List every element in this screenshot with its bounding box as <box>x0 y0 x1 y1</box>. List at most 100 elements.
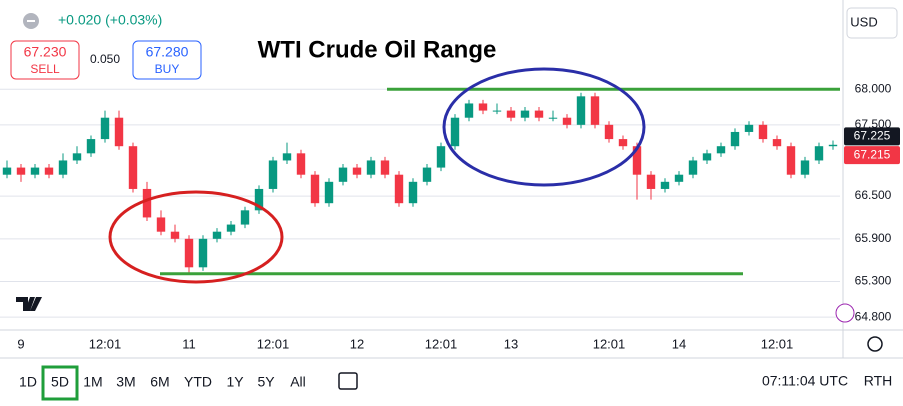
candle-body <box>772 139 782 147</box>
candle-body <box>688 160 698 175</box>
candle-body <box>142 188 152 218</box>
candle-body <box>226 224 236 232</box>
timeframe-selected <box>41 365 79 401</box>
timeframe-button[interactable]: 1Y <box>226 374 244 390</box>
candle-body <box>282 153 292 161</box>
range-low-ellipse <box>108 190 284 284</box>
y-tick-label: 65.300 <box>855 274 892 288</box>
candle-body <box>492 110 502 112</box>
timeframe-button[interactable]: 3M <box>116 374 135 390</box>
sell-price: 67.230 <box>24 44 67 60</box>
x-tick-label: 11 <box>182 336 196 351</box>
candle-body <box>366 160 376 175</box>
candle-body <box>268 160 278 189</box>
candle-body <box>408 181 418 204</box>
candle-body <box>2 167 12 175</box>
candle-body <box>702 153 712 161</box>
timeframe-button[interactable]: 1D <box>19 374 37 390</box>
candle-body <box>114 117 124 147</box>
timeframe-button[interactable]: All <box>290 374 306 390</box>
candle-body <box>800 160 810 175</box>
candle-body <box>324 181 334 204</box>
candle-body <box>534 110 544 118</box>
timeframe-button[interactable]: 5Y <box>257 374 275 390</box>
candle-body <box>394 174 404 204</box>
candle-body <box>100 117 110 140</box>
logo <box>16 297 42 311</box>
session[interactable]: RTH <box>864 373 893 389</box>
collapse-icon <box>27 20 35 22</box>
x-tick-label: 13 <box>504 336 518 351</box>
candle-body <box>184 238 194 268</box>
candle-body <box>520 110 530 118</box>
candle-body <box>380 160 390 175</box>
candle-body <box>674 174 684 182</box>
spread: 0.050 <box>90 52 120 66</box>
candle-body <box>632 146 642 175</box>
candle-body <box>730 131 740 147</box>
buy-label: BUY <box>155 62 180 76</box>
candle-body <box>744 124 754 132</box>
x-tick-label: 12:01 <box>425 336 458 351</box>
candle-body <box>814 146 824 161</box>
x-tick-label: 12:01 <box>257 336 290 351</box>
candle-body <box>296 153 306 175</box>
sell-button[interactable] <box>10 40 80 80</box>
buy-price: 67.280 <box>146 44 189 60</box>
x-tick-label: 9 <box>17 336 24 351</box>
candle-body <box>16 167 26 175</box>
candle-body <box>604 124 614 140</box>
candle-body <box>170 231 180 239</box>
candle-body <box>338 167 348 182</box>
candle-body <box>646 174 656 189</box>
timeframe-button[interactable]: YTD <box>184 374 212 390</box>
candle-body <box>310 174 320 204</box>
timeframe-button[interactable]: 5D <box>51 374 69 390</box>
y-tick-label: 68.000 <box>855 81 892 95</box>
x-tick-label: 14 <box>672 336 686 351</box>
settings-button[interactable] <box>867 336 883 352</box>
timeframe-button[interactable]: 6M <box>150 374 169 390</box>
candle-body <box>436 146 446 168</box>
x-tick-label: 12 <box>350 336 364 351</box>
price-label-box <box>844 146 900 165</box>
candle-body <box>758 124 768 140</box>
x-tick-label: 12:01 <box>761 336 794 351</box>
change-text: +0.020 (+0.03%) <box>58 12 162 28</box>
candle-body <box>240 210 250 225</box>
candle-body <box>86 139 96 154</box>
candle-body <box>352 167 362 175</box>
candle-body <box>548 117 558 119</box>
candle-body <box>506 110 516 118</box>
y-tick-label: 66.500 <box>855 188 892 202</box>
candle-body <box>464 103 474 118</box>
candle-body <box>716 146 726 154</box>
currency-button[interactable] <box>846 7 898 39</box>
timeframe-button[interactable]: 1M <box>83 374 102 390</box>
clock: 07:11:04 UTC <box>762 373 848 389</box>
chart-title: WTI Crude Oil Range <box>258 36 497 63</box>
candle-body <box>422 167 432 182</box>
price-label: 67.225 <box>854 129 891 143</box>
y-tick-label: 64.800 <box>855 309 892 323</box>
date-range-button[interactable] <box>338 372 358 390</box>
candle-body <box>128 146 138 189</box>
buy-button[interactable] <box>132 40 202 80</box>
candle-body <box>562 117 572 125</box>
candle-body <box>212 231 222 239</box>
y-tick-label: 65.900 <box>855 231 892 245</box>
candle-body <box>44 167 54 175</box>
candle-body <box>576 96 586 125</box>
price-label-box <box>844 127 900 146</box>
candle-body <box>450 117 460 147</box>
candle-body <box>660 181 670 189</box>
candle-body <box>72 153 82 161</box>
candle-body <box>590 96 600 125</box>
candle-body <box>786 146 796 175</box>
x-tick-label: 12:01 <box>593 336 626 351</box>
candle-body <box>254 188 264 211</box>
event-marker[interactable] <box>835 303 855 323</box>
